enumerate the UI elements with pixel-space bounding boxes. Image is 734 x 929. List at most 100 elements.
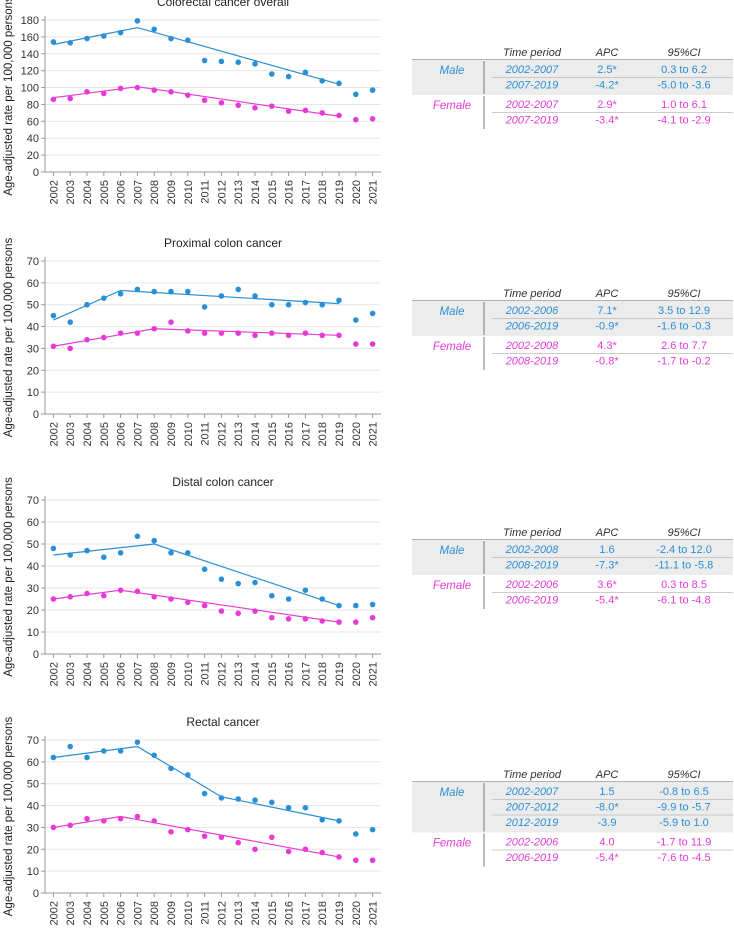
x-tick-label: 2015 — [267, 901, 279, 925]
male-point — [151, 752, 157, 759]
table-cell-apc: 1.6 — [599, 544, 614, 556]
table-header-apc: APC — [595, 769, 619, 781]
female-point — [235, 610, 241, 617]
female-point — [252, 105, 258, 111]
x-tick-label: 2021 — [368, 901, 380, 925]
female-point — [168, 88, 174, 95]
female-point — [134, 813, 141, 820]
x-tick-label: 2014 — [250, 901, 262, 925]
female-point — [84, 336, 90, 343]
x-tick-label: 2020 — [351, 180, 363, 204]
female-point — [134, 330, 141, 336]
x-tick-label: 2006 — [116, 901, 128, 925]
table-cell-period: 2002-2007 — [505, 64, 559, 76]
table-cell-ci: -1.7 to 11.9 — [657, 837, 712, 849]
x-tick-label: 2002 — [48, 422, 60, 446]
chart-title: Proximal colon cancer — [164, 236, 282, 250]
female-point — [134, 84, 141, 91]
male-point — [269, 301, 275, 308]
female-point — [117, 587, 124, 593]
female-point — [101, 592, 107, 599]
female-point — [252, 332, 258, 339]
male-point — [117, 748, 124, 754]
table-header-ci: 95%CI — [667, 769, 700, 781]
female-point — [50, 96, 57, 103]
male-point — [353, 317, 359, 323]
table-cell-ci: -2.4 to 12.0 — [656, 544, 712, 556]
male-point — [269, 799, 275, 806]
male-point — [285, 73, 292, 80]
female-point — [117, 815, 124, 822]
x-tick-label: 2016 — [284, 180, 296, 204]
male-point — [369, 310, 376, 317]
x-tick-label: 2007 — [132, 422, 144, 446]
male-point — [185, 550, 191, 556]
x-tick-label: 2011 — [200, 901, 212, 925]
male-point — [285, 596, 292, 602]
x-tick-label: 2011 — [200, 180, 212, 204]
x-tick-label: 2017 — [300, 901, 312, 925]
y-tick-label: 20 — [27, 150, 39, 162]
female-point — [201, 602, 208, 609]
table-cell-period: 2007-2019 — [505, 115, 559, 127]
y-tick-label: 140 — [21, 49, 39, 61]
female-trend-line — [53, 86, 340, 117]
x-tick-label: 2011 — [200, 662, 212, 686]
male-point — [101, 748, 107, 754]
male-point — [336, 818, 342, 824]
y-tick-label: 20 — [27, 605, 39, 617]
table-cell-period: 2006-2019 — [505, 852, 559, 864]
table-cell-ci: -5.0 to -3.6 — [657, 80, 710, 92]
male-point — [117, 290, 124, 297]
y-tick-label: 60 — [27, 278, 39, 290]
table-group-male: Male — [440, 545, 465, 557]
male-point — [369, 87, 376, 93]
y-tick-label: 70 — [27, 495, 39, 507]
apc-table-2: Time period APC 95%CI Male 2002-2006 7.1* 3.5 … — [412, 288, 733, 370]
female-point — [151, 325, 157, 332]
female-trend-line — [53, 328, 340, 347]
male-point — [151, 537, 157, 544]
y-tick-label: 20 — [27, 365, 39, 377]
x-tick-label: 2015 — [267, 422, 279, 446]
male-point — [151, 288, 157, 295]
table-cell-apc: -4.2* — [595, 80, 619, 92]
male-point — [84, 35, 90, 42]
x-tick-label: 2012 — [216, 180, 228, 204]
female-point — [84, 590, 90, 597]
y-tick-label: 180 — [21, 15, 39, 27]
table-cell-apc: 3.6* — [597, 579, 617, 591]
y-axis-label: Age-adjusted rate per 100,000 persons — [3, 477, 15, 677]
male-point — [117, 550, 124, 556]
female-point — [302, 107, 309, 114]
chart-panel-2: 0 10 20 30 40 50 60 70 2002 2003 2004 2005 2006 2007 2… — [3, 236, 381, 446]
female-point — [269, 614, 275, 621]
x-tick-label: 2019 — [334, 422, 346, 446]
x-tick-label: 2016 — [284, 422, 296, 446]
x-tick-label: 2007 — [132, 662, 144, 686]
table-header-ci: 95%CI — [667, 527, 700, 539]
female-point — [84, 88, 90, 95]
x-tick-label: 2010 — [183, 901, 195, 925]
y-tick-label: 50 — [27, 300, 39, 312]
x-tick-label: 2021 — [368, 662, 380, 686]
male-point — [319, 596, 326, 602]
table-cell-apc: -5.4* — [595, 595, 619, 607]
female-point — [252, 846, 258, 853]
table-cell-apc: -0.8* — [595, 356, 619, 368]
female-point — [319, 849, 326, 856]
x-tick-label: 2017 — [300, 422, 312, 446]
x-tick-label: 2014 — [250, 662, 262, 686]
x-tick-label: 2015 — [267, 662, 279, 686]
female-point — [285, 616, 292, 622]
table-cell-apc: 4.0 — [599, 837, 614, 849]
x-tick-label: 2013 — [233, 901, 245, 925]
male-point — [353, 91, 359, 98]
x-tick-label: 2006 — [116, 662, 128, 686]
table-cell-apc: 1.5 — [599, 786, 614, 798]
x-tick-label: 2012 — [216, 662, 228, 686]
x-tick-label: 2019 — [334, 180, 346, 204]
x-tick-label: 2005 — [99, 180, 111, 204]
male-point — [201, 790, 208, 797]
x-tick-label: 2002 — [48, 901, 60, 925]
